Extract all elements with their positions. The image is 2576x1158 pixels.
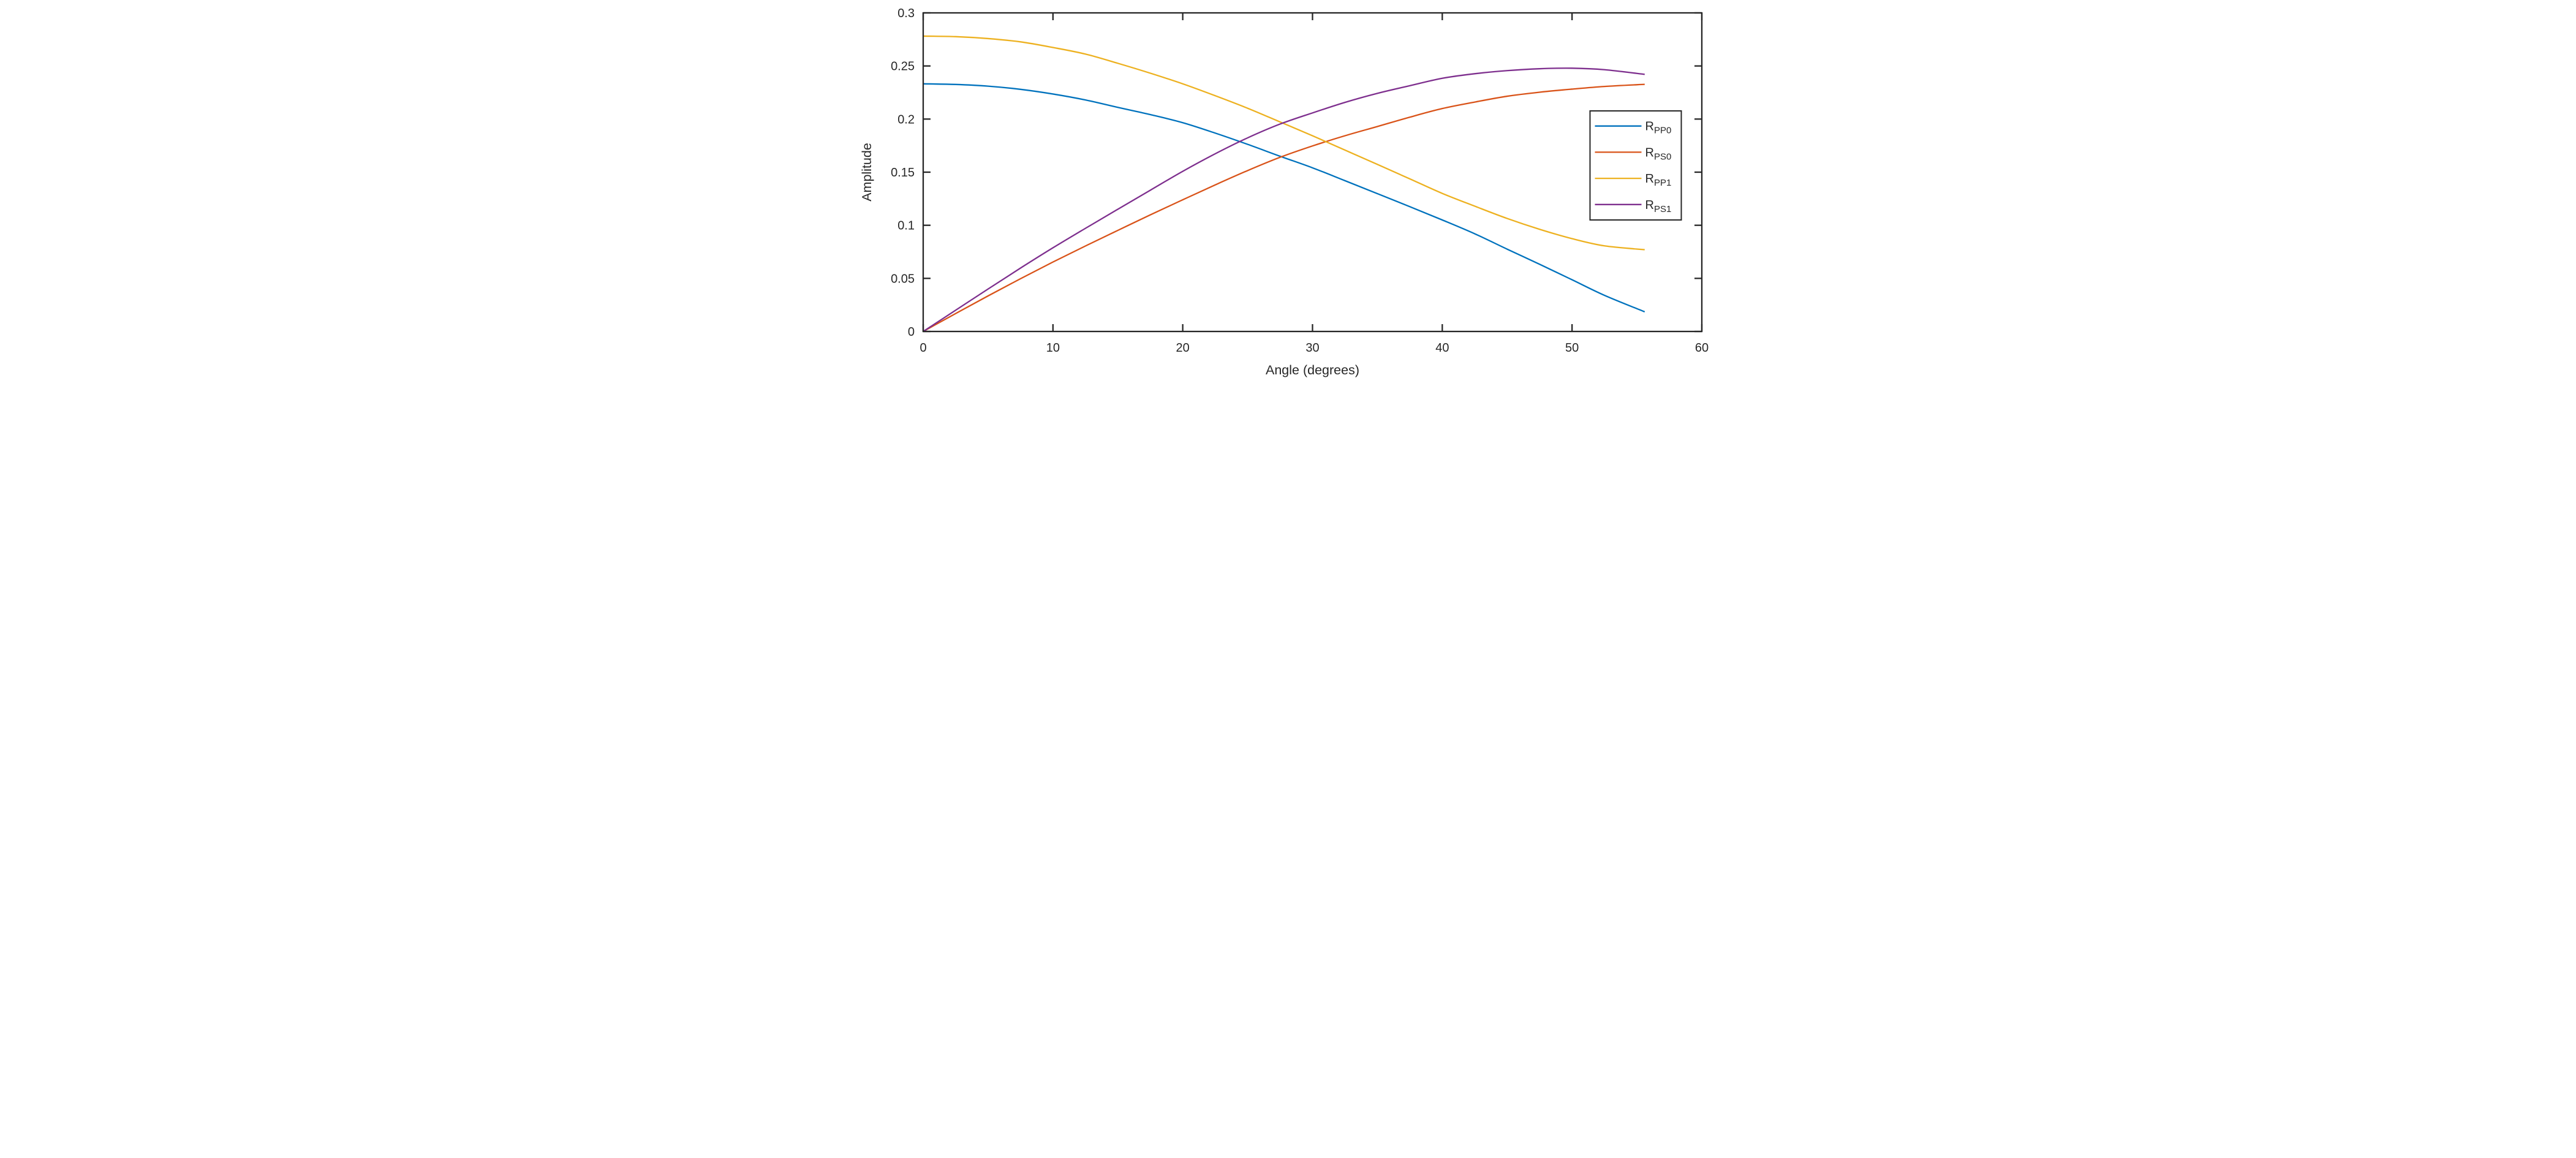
x-tick-label: 60	[1694, 341, 1708, 355]
axes-layer: 0 10 20 30 40 50 60 0 0.05 0.1 0.15 0.2 0.25 0.3	[891, 7, 1709, 355]
series-line-R_PS1	[922, 67, 1645, 332]
series-line-R_PP1	[923, 35, 1645, 251]
series-layer	[922, 35, 1645, 333]
y-tick-label: 0	[907, 325, 914, 339]
x-tick-label: 0	[920, 341, 926, 355]
axes-box	[922, 12, 1702, 333]
series-line-R_PS0	[922, 83, 1645, 333]
y-tick-label: 0.15	[891, 166, 915, 180]
x-tick-label: 50	[1565, 341, 1579, 355]
x-tick-label: 40	[1435, 341, 1449, 355]
x-tick-label: 10	[1046, 341, 1059, 355]
x-axis-label: Angle (degrees)	[1266, 363, 1359, 377]
y-tick-label: 0.3	[897, 7, 915, 20]
y-axis-label: Amplitude	[859, 143, 874, 202]
chart-canvas: 0 10 20 30 40 50 60 0 0.05 0.1 0.15 0.2 0.25 0.3 RPP0…	[859, 7, 1709, 377]
y-tick-label: 0.05	[891, 272, 915, 286]
series-line-R_PP0	[923, 83, 1645, 312]
legend-box	[1589, 110, 1682, 221]
y-tick-label: 0.2	[897, 113, 915, 126]
x-tick-label: 20	[1176, 341, 1189, 355]
x-tick-label: 30	[1305, 341, 1319, 355]
y-tick-label: 0.25	[891, 60, 915, 74]
y-tick-label: 0.1	[897, 219, 915, 233]
figure-window: 0 10 20 30 40 50 60 0 0.05 0.1 0.15 0.2 0.25 0.3 RPP0…	[858, 0, 1718, 386]
